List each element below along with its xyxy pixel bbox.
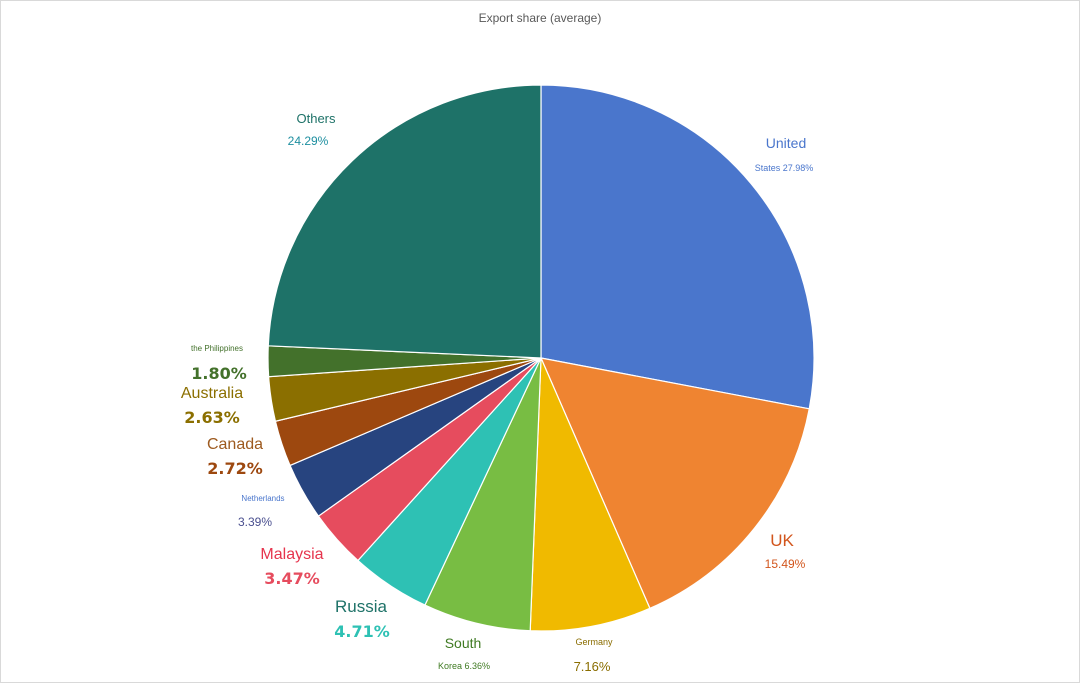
- data-label-the-philippines-value: 1.80%: [191, 364, 247, 383]
- data-label-canada-name: Canada: [207, 436, 263, 453]
- pie-slice-others[interactable]: [267, 84, 542, 359]
- data-label-canada-value: 2.72%: [207, 459, 263, 478]
- data-label-south-korea-value: Korea 6.36%: [438, 661, 490, 671]
- data-label-australia-value: 2.63%: [184, 408, 240, 427]
- data-label-netherlands-name: Netherlands: [241, 494, 284, 503]
- data-label-russia-name: Russia: [335, 597, 388, 616]
- data-label-uk-value: 15.49%: [765, 557, 806, 571]
- data-label-malaysia-name: Malaysia: [260, 546, 323, 563]
- chart-title: Export share (average): [478, 11, 602, 25]
- data-label-malaysia-value: 3.47%: [264, 569, 320, 588]
- data-label-others-name: Others: [296, 111, 336, 126]
- data-label-united-states-name: United: [766, 135, 806, 151]
- data-label-uk-name: UK: [770, 531, 794, 550]
- pie-slice-germany[interactable]: [529, 357, 651, 632]
- data-label-germany-value: 7.16%: [574, 659, 611, 674]
- pie-slice-united-states[interactable]: [540, 84, 815, 410]
- data-label-others-value: 24.29%: [288, 134, 329, 148]
- data-label-germany-name: Germany: [575, 637, 613, 647]
- data-label-united-states-value: States 27.98%: [755, 163, 814, 173]
- data-label-netherlands-value: 3.39%: [238, 515, 272, 529]
- data-label-russia-value: 4.71%: [334, 622, 390, 641]
- data-label-australia-name: Australia: [181, 385, 243, 402]
- data-label-the-philippines-name: the Philippines: [191, 344, 243, 353]
- pie-slice-uk[interactable]: [539, 357, 810, 610]
- data-label-south-korea-name: South: [445, 635, 482, 651]
